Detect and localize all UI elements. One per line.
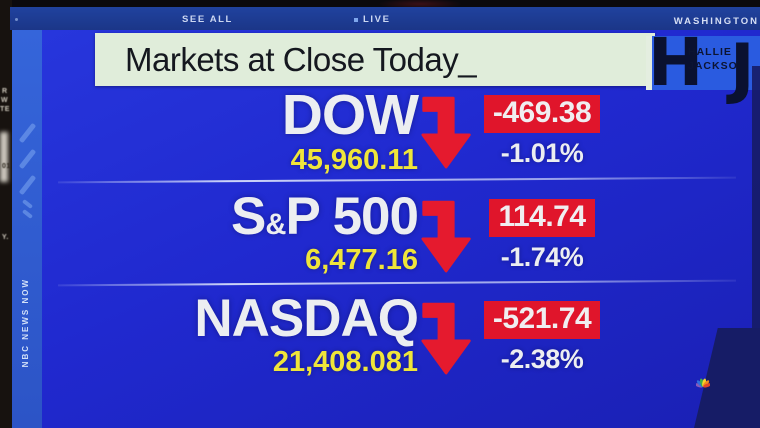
index-name: NASDAQ <box>194 289 419 348</box>
show-logo: H HALLIE JACKSON J <box>646 30 760 102</box>
studio-background <box>0 0 760 10</box>
logo-initial-j: J <box>730 30 755 107</box>
live-dot-icon <box>354 17 358 22</box>
background-text-fragment: W <box>1 97 9 104</box>
down-arrow-icon <box>421 93 473 173</box>
down-arrow-icon <box>421 197 473 277</box>
live-label: LIVE <box>363 14 391 25</box>
live-indicator: LIVE <box>354 14 391 25</box>
screen-left-bezel: R W TE 01 Y. <box>0 0 12 428</box>
index-close-value: 21,408.081 <box>272 345 418 378</box>
bullet-dot-icon <box>15 18 18 21</box>
change-percent: -1.01% <box>500 138 584 168</box>
background-text-fragment: Y. <box>2 234 9 241</box>
see-all-label: SEE ALL <box>182 14 233 25</box>
down-arrow-icon <box>421 299 473 379</box>
anchor-first-name: HALLIE <box>688 46 732 58</box>
change-percent: -2.38% <box>500 344 584 374</box>
top-ticker-bar: SEE ALL LIVE WASHINGTON <box>10 7 760 30</box>
market-row-dow: DOW 45,960.11 -469.38 -1.01% <box>0 83 760 182</box>
nbc-peacock-icon <box>694 376 712 388</box>
index-name: DOW <box>281 83 419 147</box>
index-close-value: 6,477.16 <box>305 243 418 276</box>
page-title: Markets at Close Today_ <box>125 40 477 78</box>
change-badge: -521.74 <box>483 301 601 339</box>
background-highlight <box>0 132 8 182</box>
index-name: S&P 500 <box>231 187 419 246</box>
logo-initial-h: H <box>648 24 703 101</box>
network-side-strip: NBC NEWS NOW <box>12 30 42 428</box>
anchor-last-name: JACKSON <box>688 59 747 72</box>
title-banner: Markets at Close Today_ <box>95 33 655 86</box>
logo-edge-sliver <box>646 36 652 90</box>
anchor-name: HALLIE JACKSON <box>688 46 746 73</box>
background-text-fragment: R <box>2 88 8 95</box>
change-block: 114.74 -1.74% <box>466 199 618 273</box>
change-percent: -1.74% <box>500 242 584 272</box>
markets-graphic-panel <box>42 30 760 428</box>
index-name-block: NASDAQ 21,408.081 <box>194 289 419 379</box>
change-block: -521.74 -2.38% <box>466 301 618 375</box>
market-row-nasdaq: NASDAQ 21,408.081 -521.74 -2.38% <box>0 289 760 388</box>
change-badge: 114.74 <box>489 199 595 237</box>
change-block: -469.38 -1.01% <box>466 95 618 169</box>
market-row-sp500: S&P 500 6,477.16 114.74 -1.74% <box>0 187 760 286</box>
location-label: WASHINGTON <box>673 16 759 27</box>
background-text-fragment: TE <box>0 106 10 113</box>
index-close-value: 45,960.11 <box>290 143 418 176</box>
change-badge: -469.38 <box>483 95 601 133</box>
index-name-block: S&P 500 6,477.16 <box>231 187 419 277</box>
screen-right-edge <box>752 66 760 428</box>
background-text-fragment: 01 <box>2 163 11 170</box>
index-name-block: DOW 45,960.11 <box>281 83 419 177</box>
